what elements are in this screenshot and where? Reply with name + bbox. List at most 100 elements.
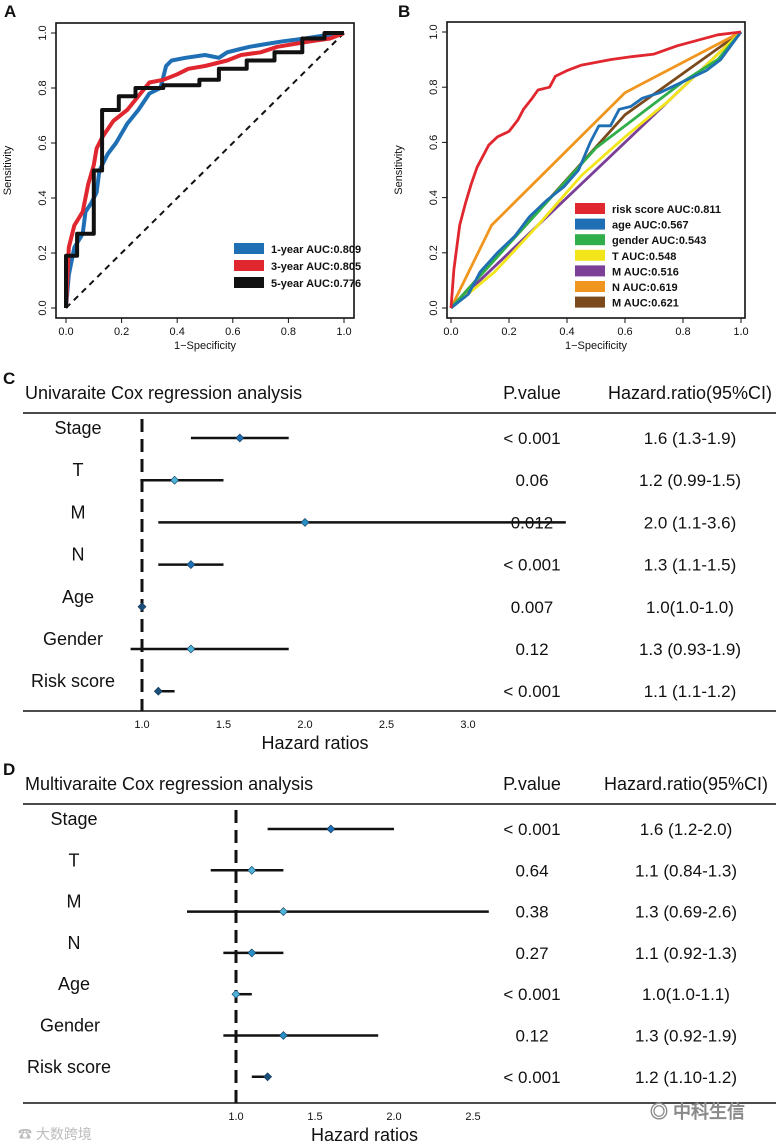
forest-row: M 0.38 1.3 (0.69-2.6)	[67, 892, 738, 922]
plot-frame	[55, 22, 355, 319]
hr-ci-text: 1.3 (1.1-1.5)	[644, 556, 737, 575]
hr-point	[326, 824, 336, 834]
forest-row: T 0.64 1.1 (0.84-1.3)	[69, 850, 738, 880]
p-value: 0.12	[515, 640, 548, 659]
y-tick-label: 0.4	[428, 190, 440, 205]
hr-point	[278, 1031, 288, 1040]
row-label: N	[68, 933, 81, 953]
hr-point	[278, 907, 288, 917]
row-label: N	[72, 545, 85, 565]
x-tick-label: 0.8	[281, 326, 296, 338]
row-label: M	[67, 892, 82, 912]
y-tick-label: 0.2	[37, 245, 49, 260]
x-tick-label: 0.4	[170, 326, 185, 338]
hr-ci-text: 1.0(1.0-1.0)	[646, 598, 734, 617]
legend-swatch	[234, 243, 264, 254]
row-label: Gender	[43, 629, 103, 649]
legend-label: 5-year AUC:0.776	[271, 278, 361, 290]
hr-point	[137, 602, 147, 612]
p-value: 0.27	[515, 944, 548, 963]
y-tick-label: 0.4	[37, 190, 49, 205]
pvalue-header: P.value	[503, 774, 561, 794]
forest-row: T 0.06 1.2 (0.99-1.5)	[73, 460, 742, 490]
hr-point	[300, 517, 310, 527]
legend-label: age AUC:0.567	[612, 220, 689, 232]
row-label: Stage	[54, 418, 101, 438]
plot-frame	[446, 21, 746, 319]
forest-row: Risk score < 0.001 1.1 (1.1-1.2)	[31, 671, 736, 701]
forest-row: Gender 0.12 1.3 (0.92-1.9)	[40, 1016, 737, 1046]
hr-point	[186, 560, 196, 570]
hr-ci-text: 1.3 (0.92-1.9)	[635, 1027, 737, 1046]
legend-label: N AUC:0.619	[612, 282, 678, 294]
forest-row: Age 0.007 1.0(1.0-1.0)	[62, 587, 734, 617]
p-value: 0.12	[515, 1027, 548, 1046]
hr-tick-label: 1.5	[307, 1111, 322, 1123]
hr-tick-label: 2.0	[297, 719, 312, 731]
legend-label: M AUC:0.621	[612, 298, 679, 310]
hr-ci-text: 1.1 (1.1-1.2)	[644, 682, 737, 701]
y-tick-label: 1.0	[37, 25, 49, 40]
legend-label: gender AUC:0.543	[612, 235, 706, 247]
hr-tick-label: 2.5	[379, 719, 394, 731]
x-tick-label: 0.8	[675, 326, 690, 338]
roc-curve-3-year	[64, 31, 345, 309]
legend-swatch	[575, 234, 605, 246]
roc-curve-5-year	[64, 31, 344, 308]
row-label: Age	[58, 974, 90, 994]
hr-point	[231, 989, 241, 999]
legend-swatch	[234, 277, 264, 288]
p-value: < 0.001	[503, 1068, 560, 1087]
forest-row: Risk score < 0.001 1.2 (1.10-1.2)	[27, 1057, 737, 1087]
y-tick-label: 0.6	[37, 135, 49, 150]
x-tick-label: 0.2	[114, 326, 129, 338]
hr-header: Hazard.ratio(95%CI)	[604, 774, 768, 794]
p-value: < 0.001	[503, 682, 560, 701]
hr-axis-label: Hazard ratios	[261, 733, 368, 753]
legend-swatch	[575, 203, 605, 214]
y-tick-label: 0.8	[428, 80, 440, 95]
roc-curve-n	[449, 30, 742, 309]
legend-swatch	[575, 296, 605, 308]
hr-tick-label: 1.0	[134, 719, 149, 731]
y-tick-label: 0.0	[37, 300, 49, 315]
forest-row: Gender 0.12 1.3 (0.93-1.9)	[43, 629, 741, 659]
legend-label: 1-year AUC:0.809	[271, 244, 361, 256]
x-tick-label: 0.0	[58, 326, 73, 338]
hr-axis: 1.0 1.5 2.0 2.5 3.0	[134, 719, 475, 731]
panel-label: D	[3, 760, 15, 779]
watermark-left: ☎ 大数跨境	[18, 1126, 92, 1142]
hr-ci-text: 1.3 (0.93-1.9)	[639, 640, 741, 659]
x-tick-label: 1.0	[733, 326, 748, 338]
p-value: 0.38	[515, 903, 548, 922]
row-label: T	[73, 460, 84, 480]
hr-ci-text: 1.3 (0.69-2.6)	[635, 903, 737, 922]
y-tick-label: 0.2	[428, 245, 440, 260]
hr-ci-text: 1.0(1.0-1.1)	[642, 985, 730, 1004]
legend-swatch	[575, 249, 605, 261]
legend-label: risk score AUC:0.811	[612, 204, 721, 216]
panel-label: B	[398, 2, 410, 21]
forest-panel-d: D Multivaraite Cox regression analysis P.v…	[3, 760, 776, 1145]
row-label: Age	[62, 587, 94, 607]
legend-label: 3-year AUC:0.805	[271, 261, 361, 273]
hr-point	[247, 865, 257, 875]
roc-curve-age	[450, 31, 743, 310]
forest-title: Multivaraite Cox regression analysis	[25, 774, 313, 794]
legend-label: T AUC:0.548	[612, 251, 676, 263]
roc-panel-a: A 0.0 0.2 0.4 0.6 0.8 1.0 0.0 0.2 0.4 0.6 0.8 1.0 1−S…	[2, 2, 361, 352]
hr-point	[263, 1072, 273, 1082]
pvalue-header: P.value	[503, 383, 561, 403]
y-tick-label: 0.0	[428, 300, 440, 315]
x-tick-label: 0.4	[559, 326, 574, 338]
hr-point	[153, 686, 163, 696]
p-value: 0.64	[515, 861, 548, 880]
hr-ci-text: 2.0 (1.1-3.6)	[644, 513, 737, 532]
forest-row: M 0.012 2.0 (1.1-3.6)	[71, 502, 737, 532]
hr-ci-text: 1.2 (1.10-1.2)	[635, 1068, 737, 1087]
watermark-right: ◎ 中科生信	[650, 1101, 745, 1122]
hr-point	[170, 475, 180, 485]
forest-title: Univaraite Cox regression analysis	[25, 383, 302, 403]
x-axis-label: 1−Specificity	[174, 340, 237, 352]
